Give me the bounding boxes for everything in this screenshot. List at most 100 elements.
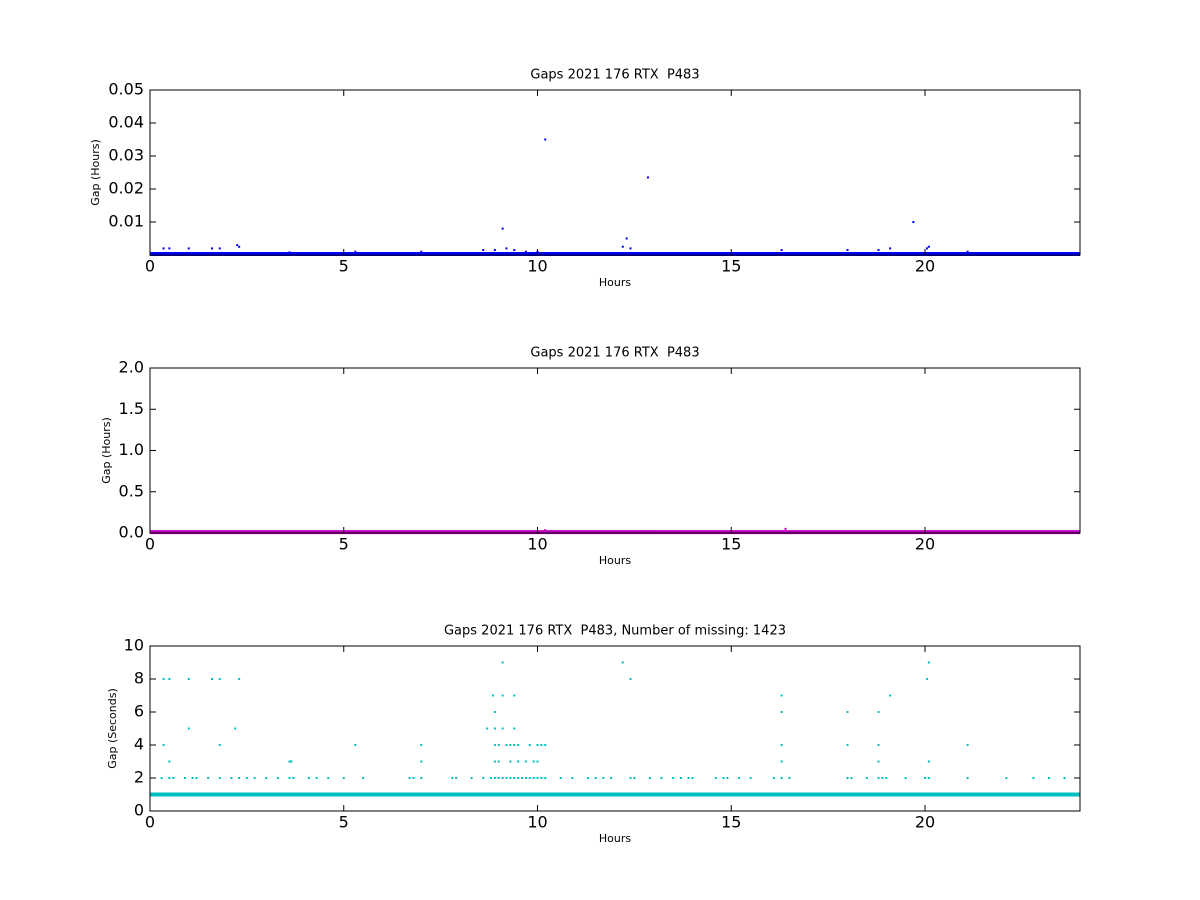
gap-point <box>877 711 880 713</box>
gap-point <box>288 760 291 763</box>
gap-point <box>602 777 605 779</box>
gap-point <box>354 744 357 746</box>
y-tick-label: 0.0 <box>119 523 144 542</box>
gap-point <box>691 777 694 779</box>
gap-point <box>486 727 489 730</box>
gap-point <box>362 777 365 779</box>
gap-point <box>780 777 783 779</box>
x-tick-label: 10 <box>527 813 547 832</box>
gap-point <box>420 760 423 763</box>
gap-point <box>571 777 574 779</box>
gap-point <box>679 777 682 779</box>
gap-point <box>780 711 783 713</box>
x-tick-label: 15 <box>721 813 741 832</box>
gap-point <box>265 777 268 779</box>
gap-point <box>493 711 496 713</box>
chart-title: Gaps 2021 176 RTX P483, Number of missin… <box>444 624 786 639</box>
gap-point <box>524 760 527 763</box>
gap-point <box>865 777 868 779</box>
gap-point <box>610 777 613 779</box>
gap-point <box>493 249 496 252</box>
gap-point <box>1063 777 1066 779</box>
gap-point <box>505 777 508 779</box>
gap-point <box>238 245 241 248</box>
x-tick-label: 20 <box>915 535 935 554</box>
gap-point <box>966 250 969 253</box>
gap-point <box>162 678 165 680</box>
gap-point <box>505 744 508 746</box>
gap-point <box>211 247 213 250</box>
gap-point <box>540 777 543 779</box>
gap-point <box>1048 777 1050 779</box>
gap-point <box>924 777 926 779</box>
y-tick-label: 10 <box>124 636 144 655</box>
gap-point <box>846 777 849 779</box>
y-tick-label: 0.02 <box>108 179 144 198</box>
gap-point <box>629 247 632 250</box>
gap-point <box>234 727 237 730</box>
gap-point <box>218 247 221 250</box>
gap-point <box>501 661 504 664</box>
gap-point <box>966 777 969 779</box>
gap-point <box>889 694 892 697</box>
gap-point <box>187 678 190 680</box>
gap-point <box>172 777 175 779</box>
gap-point <box>315 777 318 779</box>
gap-point <box>509 760 512 763</box>
y-tick-label: 0.5 <box>119 481 144 500</box>
gap-point <box>497 777 500 779</box>
gap-point <box>780 744 783 746</box>
gap-point <box>889 247 892 250</box>
gap-point <box>501 227 504 230</box>
y-axis-label: Gap (Hours) <box>100 417 113 484</box>
gap-point <box>490 777 492 779</box>
x-axis-label: Hours <box>599 276 631 289</box>
gap-point <box>559 777 562 779</box>
gap-point <box>420 744 423 746</box>
gap-point <box>784 527 787 530</box>
gap-point <box>927 661 930 664</box>
gap-point <box>493 727 496 730</box>
gap-point <box>1032 777 1035 779</box>
x-axis-label: Hours <box>599 832 631 845</box>
gap-point <box>218 678 221 680</box>
gap-point <box>455 777 458 779</box>
gap-point <box>168 247 171 250</box>
gap-point <box>517 777 520 779</box>
gap-point <box>1005 777 1008 779</box>
gap-point <box>288 251 291 254</box>
gap-point <box>517 760 520 763</box>
gap-point <box>327 777 330 779</box>
gap-point <box>528 744 531 746</box>
gap-point <box>532 760 535 763</box>
gap-point <box>162 247 165 250</box>
gap-point <box>290 760 293 763</box>
gap-point <box>342 777 345 779</box>
gap-point <box>646 176 649 179</box>
gap-point <box>687 777 690 779</box>
gap-point <box>881 777 884 779</box>
gap-point <box>420 250 423 253</box>
gap-point <box>218 777 221 779</box>
gap-point <box>738 777 740 779</box>
gap-point <box>168 777 171 779</box>
gap-point <box>672 777 675 779</box>
gap-point <box>245 777 248 779</box>
x-tick-label: 10 <box>527 535 547 554</box>
gap-point <box>780 760 783 763</box>
gap-point <box>491 694 494 697</box>
gap-point <box>625 237 628 240</box>
gap-point <box>420 777 423 779</box>
gap-point <box>187 247 190 250</box>
axes-frame <box>149 89 1081 256</box>
y-tick-label: 2.0 <box>119 358 144 377</box>
gap-point <box>195 777 198 779</box>
y-axis-label: Gap (Seconds) <box>106 688 119 769</box>
gap-point <box>307 777 310 779</box>
gap-point <box>497 760 500 763</box>
y-tick-label: 8 <box>134 669 144 688</box>
x-tick-label: 20 <box>915 813 935 832</box>
gap-point <box>846 711 849 713</box>
x-tick-label: 5 <box>339 257 349 276</box>
gap-point <box>288 777 291 779</box>
